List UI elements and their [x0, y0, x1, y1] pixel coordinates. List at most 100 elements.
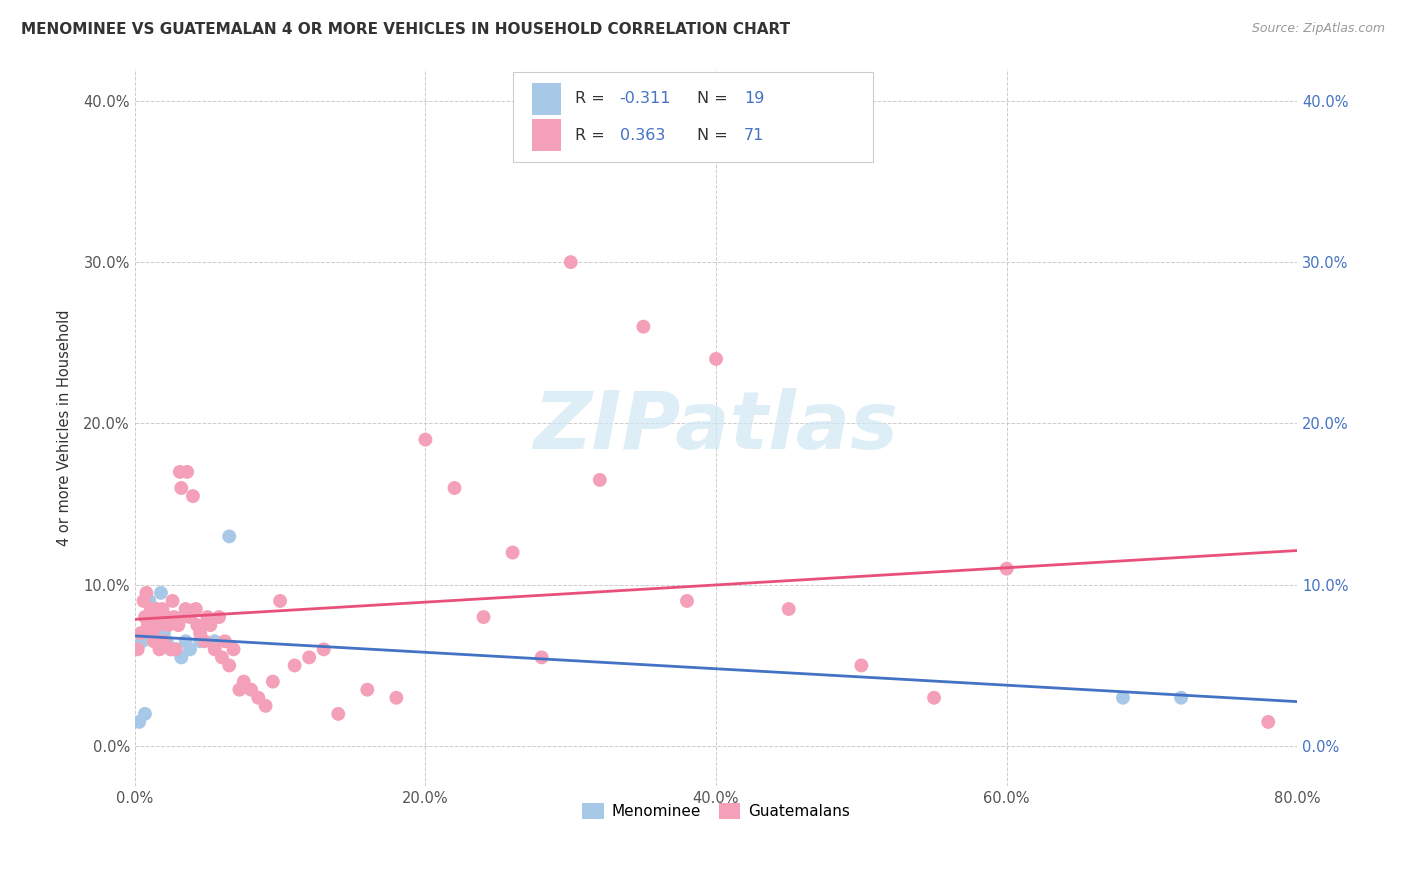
Point [165, 642, 187, 657]
Point [139, 602, 162, 616]
Point [176, 465, 198, 479]
Point [1112, 690, 1135, 705]
Text: 71: 71 [744, 128, 765, 143]
FancyBboxPatch shape [533, 83, 561, 115]
Point [160, 642, 183, 657]
Point [232, 674, 254, 689]
Text: R =: R = [575, 128, 610, 143]
Point [472, 610, 495, 624]
Point [149, 586, 172, 600]
Point [148, 642, 170, 657]
Point [134, 610, 156, 624]
FancyBboxPatch shape [513, 72, 873, 161]
Point [208, 610, 231, 624]
Point [1257, 714, 1279, 729]
Point [141, 602, 163, 616]
Point [218, 658, 240, 673]
Text: MENOMINEE VS GUATEMALAN 4 OR MORE VEHICLES IN HOUSEHOLD CORRELATION CHART: MENOMINEE VS GUATEMALAN 4 OR MORE VEHICL… [21, 22, 790, 37]
Point [181, 489, 204, 503]
Point [385, 690, 408, 705]
Point [127, 642, 149, 657]
Point [704, 351, 727, 366]
Point [222, 642, 245, 657]
Point [218, 529, 240, 543]
Point [179, 642, 201, 657]
Point [141, 626, 163, 640]
Point [138, 610, 160, 624]
Point [165, 642, 187, 657]
Point [174, 634, 197, 648]
Text: Source: ZipAtlas.com: Source: ZipAtlas.com [1251, 22, 1385, 36]
Point [188, 634, 211, 648]
Point [157, 618, 180, 632]
Point [240, 682, 263, 697]
Point [179, 610, 201, 624]
Point [922, 690, 945, 705]
Point [142, 634, 165, 648]
Point [204, 642, 226, 657]
Text: N =: N = [697, 128, 734, 143]
Point [262, 674, 284, 689]
Point [676, 594, 699, 608]
Point [1170, 690, 1192, 705]
Point [136, 618, 159, 632]
Legend: Menominee, Guatemalans: Menominee, Guatemalans [576, 797, 856, 825]
Point [135, 586, 157, 600]
Point [145, 602, 167, 616]
Point [269, 594, 291, 608]
Point [153, 634, 176, 648]
Point [184, 602, 207, 616]
Point [530, 650, 553, 665]
Point [197, 610, 219, 624]
Point [169, 465, 191, 479]
Point [143, 610, 166, 624]
Point [186, 618, 208, 632]
Point [254, 698, 277, 713]
Point [443, 481, 465, 495]
Point [228, 682, 250, 697]
Point [170, 650, 193, 665]
Point [134, 706, 156, 721]
Point [145, 610, 167, 624]
Text: 0.363: 0.363 [620, 128, 665, 143]
Point [150, 602, 173, 616]
Point [356, 682, 378, 697]
Point [247, 690, 270, 705]
Point [312, 642, 335, 657]
Text: R =: R = [575, 91, 610, 106]
Point [851, 658, 873, 673]
Point [589, 473, 612, 487]
Point [146, 618, 169, 632]
Point [200, 618, 222, 632]
Text: 19: 19 [744, 91, 765, 106]
Point [284, 658, 307, 673]
Point [188, 626, 211, 640]
Point [129, 626, 152, 640]
Point [170, 481, 193, 495]
Point [160, 642, 183, 657]
Point [163, 610, 186, 624]
Point [415, 433, 437, 447]
Point [560, 255, 582, 269]
Point [162, 594, 184, 608]
Point [995, 562, 1018, 576]
Point [214, 634, 236, 648]
Point [153, 626, 176, 640]
Y-axis label: 4 or more Vehicles in Household: 4 or more Vehicles in Household [58, 310, 72, 546]
Point [778, 602, 800, 616]
Point [174, 602, 197, 616]
FancyBboxPatch shape [533, 119, 561, 152]
Text: ZIPatlas: ZIPatlas [533, 389, 898, 467]
Point [172, 610, 194, 624]
Point [298, 650, 321, 665]
Point [204, 634, 226, 648]
Point [167, 618, 190, 632]
Point [131, 634, 153, 648]
Point [211, 650, 233, 665]
Point [156, 634, 179, 648]
Text: N =: N = [697, 91, 734, 106]
Point [633, 319, 655, 334]
Point [149, 610, 172, 624]
Point [156, 610, 179, 624]
Point [193, 634, 215, 648]
